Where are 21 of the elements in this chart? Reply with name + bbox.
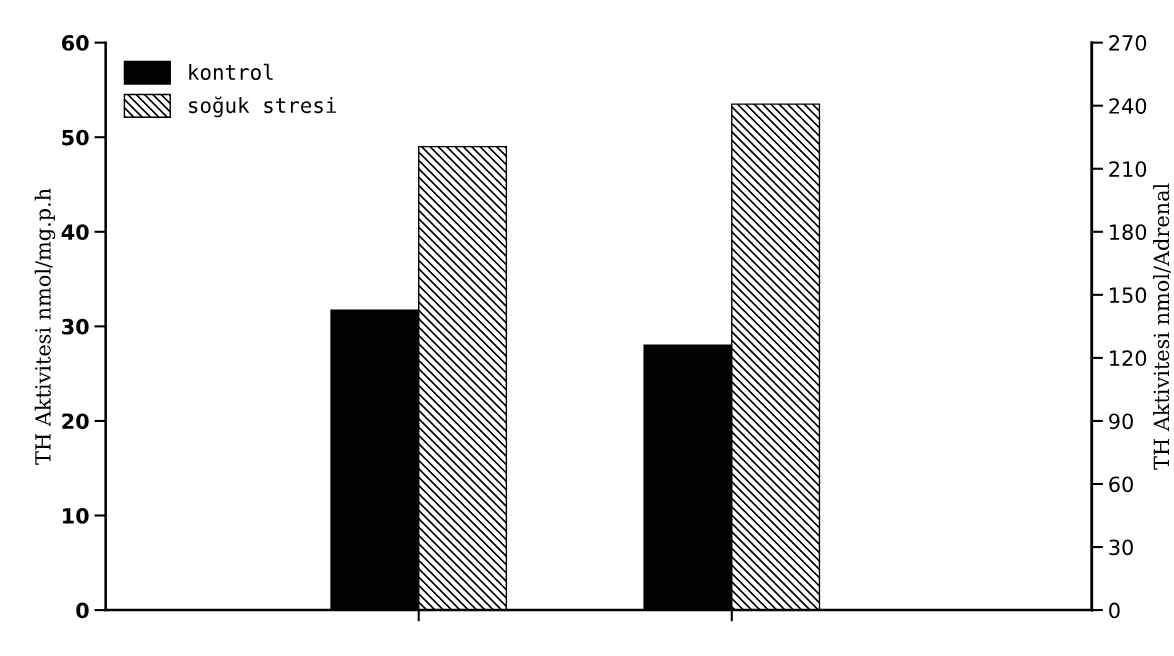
legend-label: soğuk stresi bbox=[189, 96, 336, 118]
y2-tick-label: 240 bbox=[1109, 98, 1147, 114]
y-tick-label: 50 bbox=[62, 129, 89, 146]
legend-label: kontrol bbox=[189, 63, 273, 81]
y-tick-label: 10 bbox=[63, 507, 89, 524]
y2-axis-title: TH Aktivitesi nmol/Adrenal bbox=[1153, 183, 1171, 470]
y-tick-label: 30 bbox=[62, 318, 89, 335]
y2-tick-label: 0 bbox=[1109, 602, 1120, 619]
y-tick-label: 0 bbox=[76, 602, 89, 619]
y2-tick-label: 90 bbox=[1109, 413, 1133, 430]
y2-tick-label: 270 bbox=[1109, 35, 1147, 51]
y2-tick-label: 30 bbox=[1109, 539, 1133, 556]
y2-tick-label: 120 bbox=[1110, 350, 1147, 367]
y-tick-label: 40 bbox=[61, 224, 89, 240]
y-axis-title: TH Aktivitesi nmol/mg.p.h bbox=[34, 188, 56, 465]
y2-tick-label: 150 bbox=[1110, 287, 1147, 304]
y-tick-label: 60 bbox=[61, 35, 89, 51]
y2-tick-label: 210 bbox=[1109, 161, 1147, 177]
y-tick-label: 20 bbox=[62, 413, 89, 430]
y2-tick-label: 60 bbox=[1109, 476, 1133, 493]
y2-tick-label: 180 bbox=[1110, 224, 1147, 240]
